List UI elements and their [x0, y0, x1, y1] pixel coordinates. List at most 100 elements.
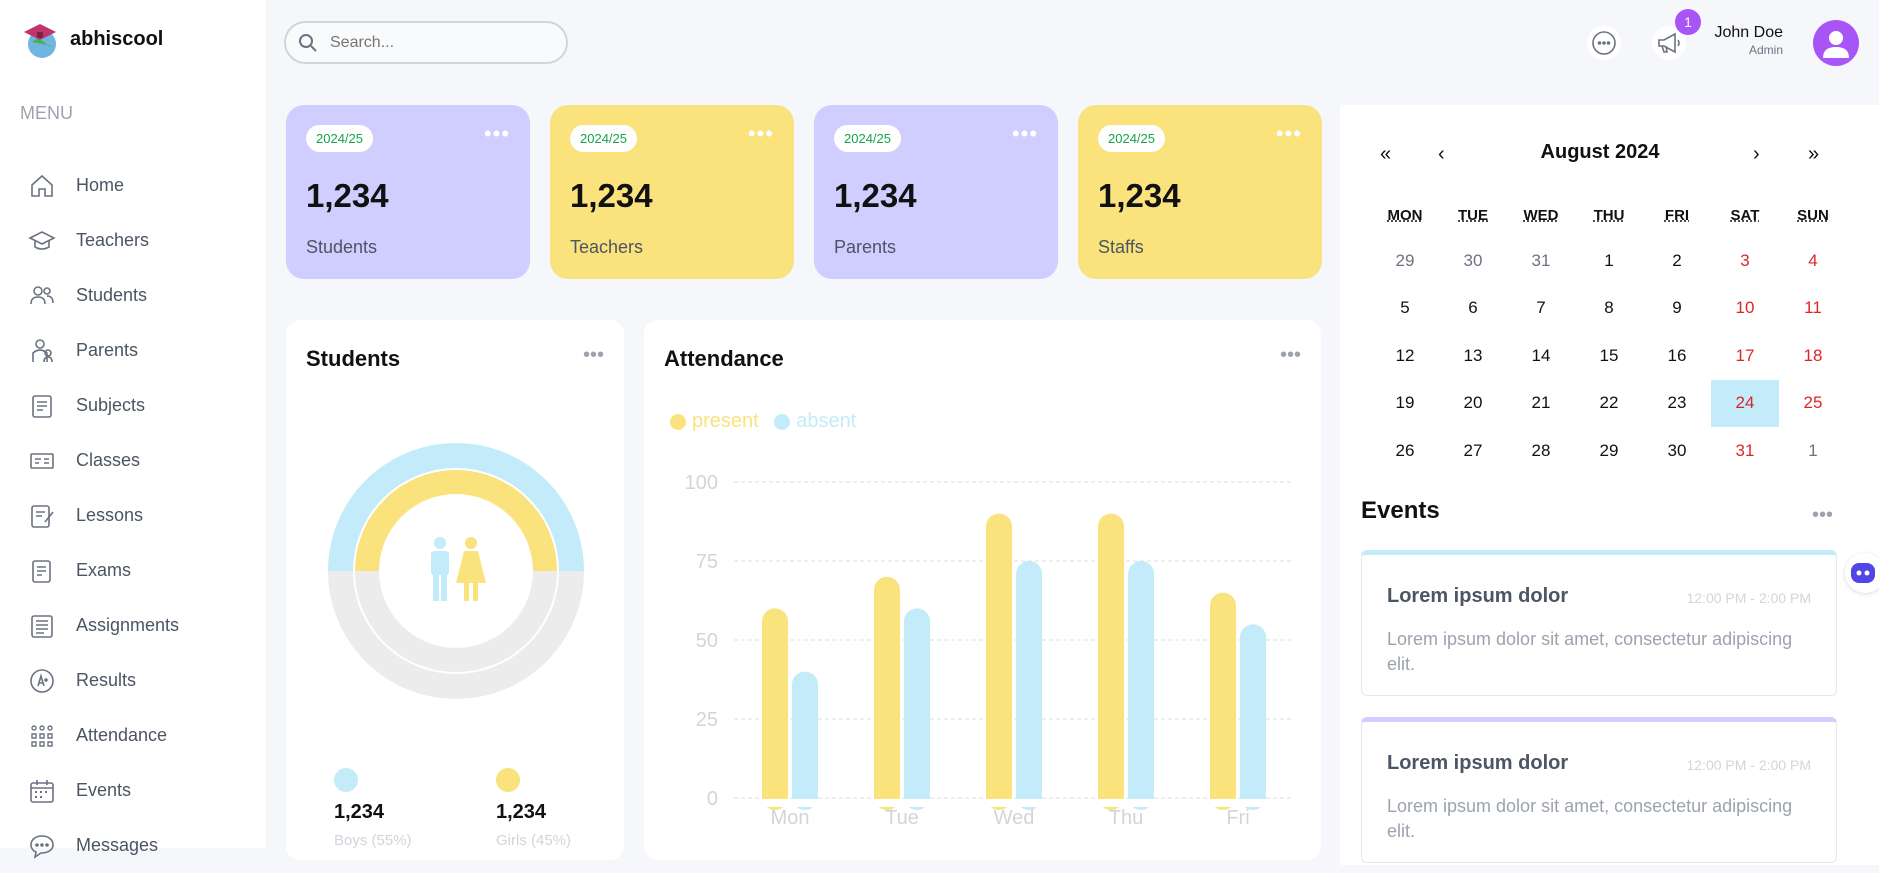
calendar-day[interactable]: 3 [1740, 250, 1750, 270]
event-card[interactable]: Lorem ipsum dolor 12:00 PM - 2:00 PM Lor… [1361, 717, 1837, 863]
calendar-day[interactable]: 5 [1400, 298, 1410, 318]
sidebar-item-classes[interactable]: Classes [28, 433, 179, 488]
bar-present-thu[interactable] [1098, 513, 1124, 810]
more-options-icon[interactable]: ••• [1011, 121, 1038, 146]
event-card[interactable]: Lorem ipsum dolor 12:00 PM - 2:00 PM Lor… [1361, 550, 1837, 696]
calendar-day[interactable]: 25 [1803, 393, 1823, 413]
rest-track [328, 571, 584, 699]
legend-item-present[interactable]: present [670, 410, 759, 432]
calendar-day[interactable]: 26 [1395, 440, 1415, 460]
calendar-day[interactable]: 19 [1395, 393, 1415, 413]
calendar-day[interactable]: 31 [1531, 250, 1551, 270]
calendar-dow-thu: THU [1593, 207, 1625, 224]
calendar-day[interactable]: 1 [1604, 250, 1614, 270]
girls-count: 1,234 [496, 801, 547, 823]
calendar-day[interactable]: 12 [1395, 345, 1415, 365]
events-more-options-icon[interactable]: ••• [1812, 504, 1834, 526]
calendar-day[interactable]: 30 [1667, 440, 1687, 460]
calendar-day[interactable]: 4 [1808, 250, 1818, 270]
calendar-day[interactable]: 17 [1735, 345, 1755, 365]
x-tick-label: Fri [1226, 807, 1249, 829]
more-options-icon[interactable]: ••• [483, 121, 510, 146]
calendar-day[interactable]: 22 [1599, 393, 1619, 413]
year-badge: 2024/25 [570, 125, 637, 152]
bar-absent-fri[interactable] [1240, 624, 1266, 810]
calendar-month-label[interactable]: August 2024 [1540, 141, 1660, 163]
sidebar-item-parents[interactable]: Parents [28, 323, 179, 378]
boys-label: Boys (55%) [334, 832, 412, 849]
calendar-day[interactable]: 24 [1711, 379, 1779, 427]
calendar-day[interactable]: 29 [1599, 440, 1619, 460]
bar-absent-mon[interactable] [792, 671, 818, 810]
bar-present-tue[interactable] [874, 576, 900, 810]
sidebar-item-subjects[interactable]: Subjects [28, 378, 179, 433]
calendar-day[interactable]: 29 [1395, 250, 1415, 270]
calendar-day[interactable]: 30 [1463, 250, 1483, 270]
x-tick-label: Thu [1109, 807, 1143, 829]
sidebar-item-students[interactable]: Students [28, 268, 179, 323]
avatar[interactable] [1813, 20, 1859, 66]
user-icon [1823, 31, 1849, 58]
calendar-day[interactable]: 11 [1804, 298, 1822, 318]
more-options-icon[interactable]: ••• [1279, 344, 1301, 366]
bar-present-fri[interactable] [1210, 592, 1236, 810]
calendar-dow-fri: FRI [1664, 207, 1690, 224]
app-logo[interactable]: abhiscool [20, 18, 163, 60]
calendar-dow-sat: SAT [1730, 207, 1760, 224]
calendar-prev-button[interactable]: ‹ [1438, 143, 1445, 165]
exams-icon [28, 557, 56, 585]
search-box[interactable] [284, 21, 568, 64]
event-title: Lorem ipsum dolor [1387, 752, 1569, 774]
sidebar-item-exams[interactable]: Exams [28, 543, 179, 598]
calendar-day[interactable]: 7 [1536, 298, 1546, 318]
more-options-icon[interactable]: ••• [1275, 121, 1302, 146]
students-panel: Students ••• 1,234 Boys (55%) 1,234 Girl… [286, 320, 624, 860]
sidebar-item-results[interactable]: Results [28, 653, 179, 708]
sidebar-item-lessons[interactable]: Lessons [28, 488, 179, 543]
calendar-day[interactable]: 9 [1672, 298, 1682, 318]
stat-card-parents: 2024/25 ••• 1,234 Parents [814, 105, 1058, 279]
search-input[interactable] [330, 33, 550, 52]
calendar-day[interactable]: 18 [1803, 345, 1823, 365]
bar-present-wed[interactable] [986, 513, 1012, 810]
more-options-icon[interactable]: ••• [747, 121, 774, 146]
bar-absent-thu[interactable] [1128, 561, 1154, 810]
y-tick-label: 25 [696, 709, 718, 731]
bar-present-mon[interactable] [762, 608, 788, 810]
calendar-day[interactable]: 28 [1531, 440, 1551, 460]
message-icon [28, 832, 56, 860]
sidebar-item-events[interactable]: Events [28, 763, 179, 818]
calendar-day[interactable]: 1 [1808, 440, 1818, 460]
calendar-day[interactable]: 14 [1531, 345, 1551, 365]
sidebar-item-assignments[interactable]: Assignments [28, 598, 179, 653]
menu-heading: MENU [20, 103, 73, 123]
calendar-day[interactable]: 20 [1463, 393, 1483, 413]
calendar-next-year-button[interactable]: » [1808, 143, 1820, 165]
calendar-day[interactable]: 21 [1531, 393, 1551, 413]
calendar-day[interactable]: 2 [1672, 250, 1682, 270]
legend-absent-label: absent [796, 410, 857, 432]
calendar-icon [28, 777, 56, 805]
calendar-day[interactable]: 16 [1667, 345, 1687, 365]
calendar-day[interactable]: 6 [1468, 298, 1478, 318]
calendar-day[interactable]: 31 [1735, 440, 1755, 460]
calendar-day[interactable]: 8 [1604, 298, 1614, 318]
calendar-day[interactable]: 15 [1599, 345, 1619, 365]
calendar-day[interactable]: 10 [1735, 298, 1755, 318]
calendar-next-button[interactable]: › [1753, 143, 1760, 165]
calendar-day[interactable]: 23 [1667, 393, 1687, 413]
sidebar-item-attendance[interactable]: Attendance [28, 708, 179, 763]
sidebar-item-home[interactable]: Home [28, 158, 179, 213]
calendar-day[interactable]: 13 [1463, 345, 1483, 365]
messages-button[interactable] [1587, 26, 1621, 60]
sidebar-item-teachers[interactable]: Teachers [28, 213, 179, 268]
graduation-cap-icon [28, 227, 56, 255]
more-options-icon[interactable]: ••• [582, 344, 604, 366]
chat-widget-button[interactable] [1845, 553, 1879, 593]
legend-item-absent[interactable]: absent [774, 410, 856, 432]
calendar-prev-year-button[interactable]: « [1380, 143, 1392, 165]
bar-absent-tue[interactable] [904, 608, 930, 810]
calendar-day[interactable]: 27 [1463, 440, 1483, 460]
bar-absent-wed[interactable] [1016, 561, 1042, 810]
sidebar-item-messages[interactable]: Messages [28, 818, 179, 873]
